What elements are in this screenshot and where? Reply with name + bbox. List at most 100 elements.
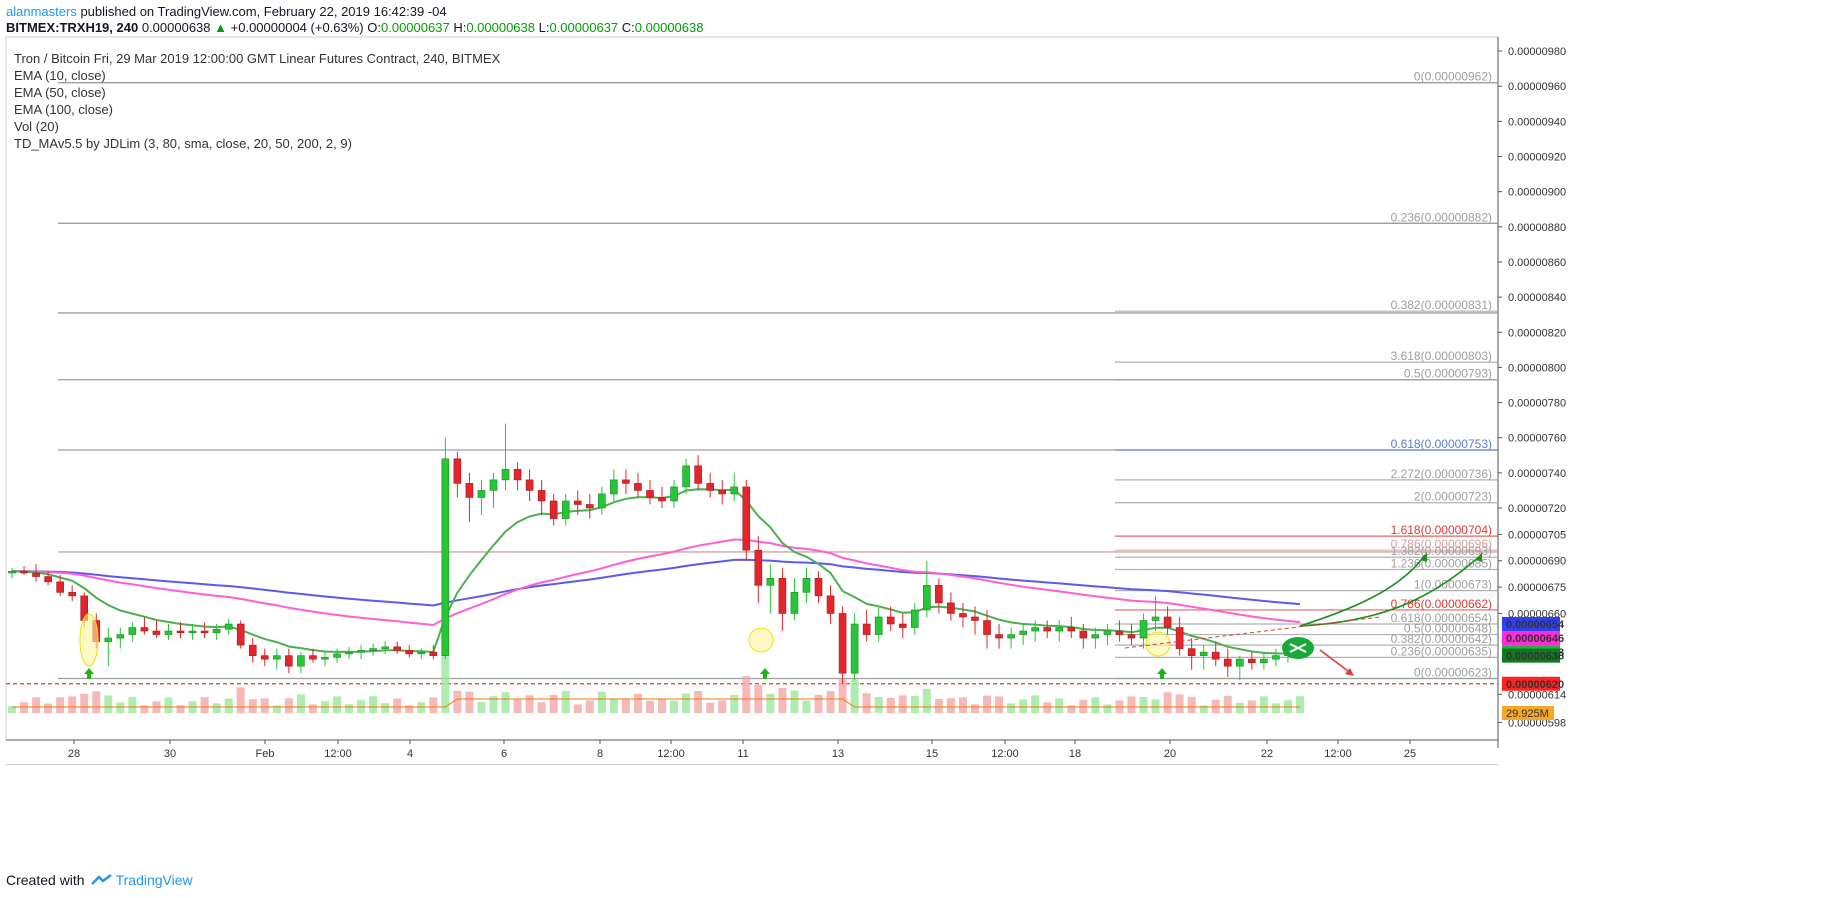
volume-bar	[1055, 698, 1064, 713]
candle-body	[1115, 630, 1124, 635]
candle-body	[405, 650, 414, 655]
candle-series	[8, 423, 1304, 684]
candle-body	[898, 623, 907, 628]
ohlc-c: 0.00000638	[634, 20, 704, 35]
volume-bar	[597, 691, 606, 713]
volume-bar	[922, 688, 931, 713]
x-tick-label: 30	[164, 748, 176, 760]
x-tick-label: 8	[597, 748, 603, 760]
highlight-ellipse	[1145, 631, 1171, 657]
volume-bar	[200, 697, 209, 713]
candle-body	[44, 576, 52, 583]
price-label-text: 0.00000654	[1506, 619, 1565, 631]
candle-body	[1103, 630, 1112, 635]
volume-bar	[489, 696, 498, 713]
scissors-blade	[1289, 643, 1307, 653]
y-tick-label: 0.00000614	[1508, 689, 1566, 701]
published-text: published on TradingView.com, February 2…	[80, 4, 447, 19]
volume-bar	[898, 695, 907, 713]
volume-bar	[730, 694, 739, 713]
candle-body	[465, 483, 474, 498]
volume-bar	[1043, 702, 1052, 713]
candle-body	[838, 613, 847, 674]
created-with-text: Created with	[6, 872, 85, 888]
volume-bar	[694, 691, 703, 713]
volume-bar	[742, 676, 751, 713]
fib-level-label: 1(0.00000673)	[1414, 578, 1492, 592]
fib-level-label: 0.786(0.00000662)	[1391, 597, 1492, 611]
candle-body	[886, 616, 895, 625]
fib-level-label: 0.5(0.00000648)	[1404, 622, 1492, 636]
candle-body	[1223, 658, 1232, 667]
up-arrow-icon	[1157, 668, 1167, 679]
candle-body	[1151, 616, 1160, 621]
volume-bar	[92, 691, 101, 713]
candle-body	[549, 500, 558, 519]
candle-body	[959, 613, 967, 618]
fib-level-label: 3.618(0.00000803)	[1391, 349, 1492, 363]
bottom-rule	[6, 764, 1498, 765]
candle-body	[694, 465, 702, 484]
candle-body	[947, 602, 955, 614]
y-tick-label: 0.00000940	[1508, 116, 1566, 128]
volume-bar	[32, 697, 41, 713]
candle-body	[610, 479, 618, 495]
volume-bar	[128, 696, 137, 713]
volume-bar	[1091, 697, 1100, 713]
volume-bar	[1175, 694, 1184, 713]
candle-body	[1127, 634, 1136, 639]
candle-body	[309, 655, 317, 660]
volume-bar	[802, 700, 811, 713]
volume-bar	[658, 698, 667, 713]
volume-bar	[116, 702, 125, 713]
y-tick-label: 0.00000675	[1508, 582, 1566, 594]
volume-bar	[946, 698, 955, 713]
tradingview-brand: TradingView	[115, 872, 193, 888]
volume-bar	[995, 696, 1004, 713]
candle-body	[417, 651, 426, 655]
volume-bar	[393, 698, 402, 713]
price-label-box	[1502, 648, 1560, 663]
volume-bar	[381, 703, 390, 713]
candle-body	[826, 595, 835, 614]
candle-body	[1175, 627, 1184, 649]
y-tick-label: 0.00000740	[1508, 468, 1566, 480]
x-tick-label: 15	[926, 748, 938, 760]
volume-bar	[1163, 692, 1172, 713]
candle-body	[369, 648, 377, 651]
candle-body	[393, 646, 401, 651]
volume-bar	[140, 705, 149, 713]
y-tick-label: 0.00000820	[1508, 327, 1566, 339]
candle-body	[911, 609, 919, 628]
volume-bar	[1271, 703, 1280, 713]
candle-body	[1031, 627, 1039, 632]
candle-body	[814, 578, 823, 597]
ohlc-o-label: O:	[367, 20, 381, 35]
candle-body	[1055, 627, 1064, 632]
ema50-line	[12, 538, 1301, 627]
candle-body	[236, 623, 245, 646]
volume-bar	[1199, 705, 1208, 713]
last-price: 0.00000638	[141, 20, 211, 35]
symbol-info: BITMEX:TRXH19, 240 0.00000638 ▲ +0.00000…	[6, 20, 703, 36]
volume-bar	[682, 693, 691, 713]
candle-body	[622, 479, 630, 484]
study-td-ma[interactable]: TD_MAv5.5 by JDLim (3, 80, sma, close, 2…	[14, 136, 352, 151]
study-ema10[interactable]: EMA (10, close)	[14, 68, 106, 83]
candle-body	[285, 655, 293, 667]
volume-bar	[80, 693, 89, 713]
volume-bar	[886, 697, 895, 713]
tradingview-link[interactable]: TradingView	[90, 872, 193, 888]
fib-level-label: 0.236(0.00000882)	[1391, 210, 1492, 224]
study-volume[interactable]: Vol (20)	[14, 119, 59, 134]
candle-body	[1187, 648, 1196, 656]
volume-bar	[706, 702, 715, 713]
study-ema100[interactable]: EMA (100, close)	[14, 102, 113, 117]
highlight-ellipse	[79, 613, 99, 667]
author-link[interactable]: alanmasters	[6, 4, 77, 19]
ohlc-l-label: L:	[538, 20, 550, 35]
ema100-line	[12, 558, 1301, 607]
chart-title: Tron / Bitcoin Fri, 29 Mar 2019 12:00:00…	[14, 51, 501, 66]
study-ema50[interactable]: EMA (50, close)	[14, 85, 106, 100]
